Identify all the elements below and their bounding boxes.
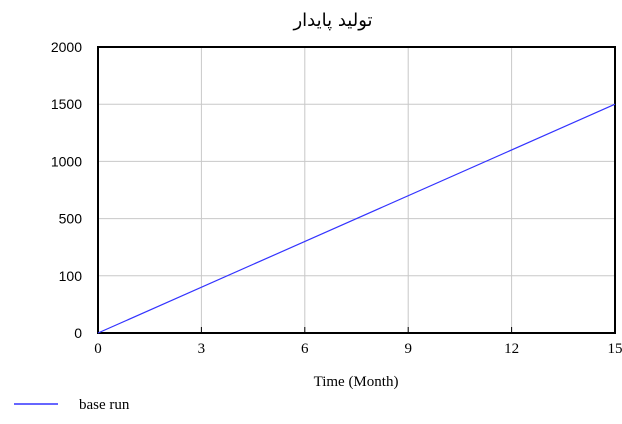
y-tick-label: 2000 xyxy=(51,39,82,55)
x-tick-label: 0 xyxy=(94,341,102,357)
x-tick-label: 15 xyxy=(608,341,622,357)
x-tick-label: 6 xyxy=(301,341,309,357)
series-layer xyxy=(97,103,616,334)
x-tick-label: 12 xyxy=(504,341,519,357)
x-tick-label: 9 xyxy=(404,341,412,357)
y-tick-label: 1000 xyxy=(51,153,82,169)
grid xyxy=(98,47,615,333)
chart-title: تولید پایدار xyxy=(292,10,372,31)
legend: base run xyxy=(14,397,130,413)
y-axis-ticks: 0 100 500 1000 1500 2000 xyxy=(51,39,82,341)
x-axis-label: Time (Month) xyxy=(314,374,399,390)
plot-frame xyxy=(97,46,616,334)
x-tick-label: 3 xyxy=(198,341,206,357)
series-line-base-run xyxy=(97,103,616,334)
y-tick-label: 100 xyxy=(59,268,83,284)
y-tick-label: 1500 xyxy=(51,96,82,112)
legend-label-base-run: base run xyxy=(79,397,130,413)
x-axis-ticks: 0 3 6 9 12 15 xyxy=(94,327,622,357)
y-tick-label: 500 xyxy=(59,211,83,227)
y-tick-label: 0 xyxy=(74,325,82,341)
